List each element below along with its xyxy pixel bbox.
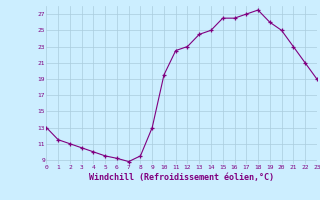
X-axis label: Windchill (Refroidissement éolien,°C): Windchill (Refroidissement éolien,°C) [89,173,274,182]
